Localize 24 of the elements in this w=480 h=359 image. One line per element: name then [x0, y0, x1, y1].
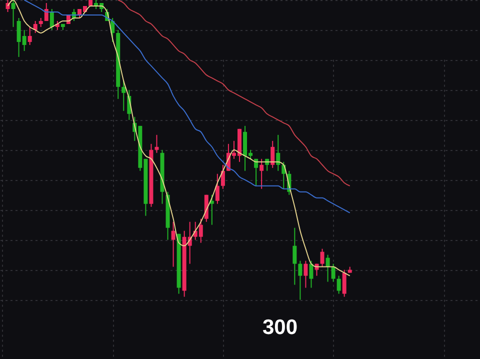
candlestick	[298, 260, 302, 300]
candlestick	[11, 0, 16, 28]
candlestick	[260, 158, 264, 190]
candlestick	[292, 227, 297, 286]
candlestick	[122, 80, 126, 112]
candlestick	[320, 248, 324, 268]
candlestick	[210, 194, 214, 226]
candlestick	[171, 221, 176, 268]
candlestick	[270, 140, 275, 168]
candlestick	[326, 254, 330, 282]
candlestick	[342, 269, 346, 298]
candlestick	[220, 164, 225, 190]
candlestick	[309, 260, 314, 288]
candlestick	[331, 263, 336, 282]
candlestick	[336, 275, 341, 294]
candlestick	[215, 173, 220, 204]
text: 300	[262, 316, 298, 339]
candlestick	[154, 134, 159, 154]
candlestick	[276, 134, 280, 172]
candlestick	[33, 20, 38, 34]
candlestick	[44, 2, 48, 22]
candlestick	[28, 26, 32, 46]
candlestick	[50, 8, 54, 30]
candlestick	[304, 260, 308, 288]
